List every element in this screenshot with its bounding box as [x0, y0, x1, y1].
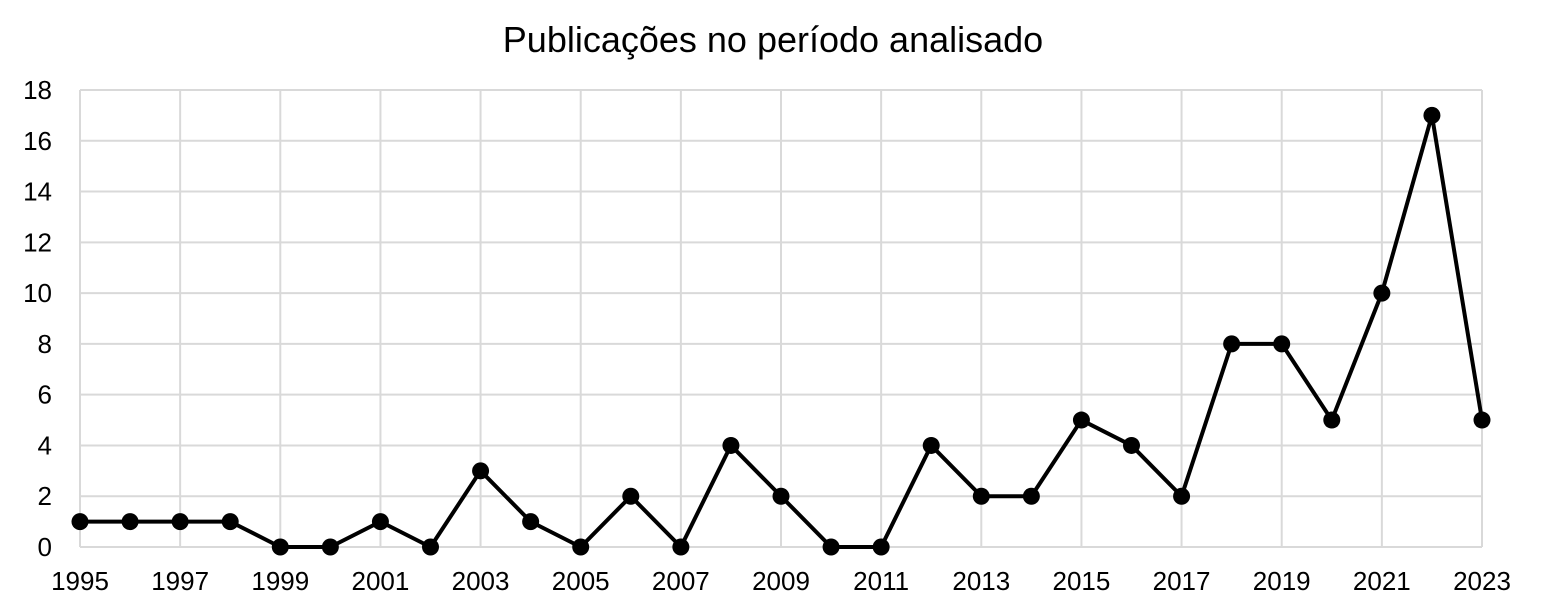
- x-tick-label: 2011: [853, 566, 909, 596]
- x-tick-label: 2003: [452, 566, 510, 596]
- data-point-2020: [1323, 411, 1341, 429]
- data-point-2010: [822, 538, 840, 556]
- data-point-2018: [1223, 335, 1241, 353]
- y-tick-label: 14: [23, 177, 52, 207]
- data-point-2015: [1072, 411, 1090, 429]
- data-point-2001: [371, 513, 389, 531]
- data-point-2004: [522, 513, 540, 531]
- y-tick-label: 10: [23, 278, 52, 308]
- y-tick-label: 0: [38, 532, 52, 562]
- data-point-2017: [1173, 487, 1191, 505]
- data-point-2008: [722, 436, 740, 454]
- y-tick-label: 4: [38, 430, 52, 460]
- x-tick-label: 2013: [952, 566, 1010, 596]
- x-tick-label: 2019: [1253, 566, 1311, 596]
- x-tick-label: 2007: [652, 566, 710, 596]
- data-points: [71, 106, 1491, 556]
- y-tick-label: 8: [38, 329, 52, 359]
- y-axis-tick-labels: 0 2 4 6 8 10 12 14 16 18: [23, 75, 52, 562]
- data-point-2023: [1473, 411, 1491, 429]
- data-point-2021: [1373, 284, 1391, 302]
- y-tick-label: 12: [23, 227, 52, 257]
- y-tick-label: 16: [23, 126, 52, 156]
- grid-layer: [79, 89, 1483, 548]
- x-tick-label: 1999: [251, 566, 309, 596]
- data-point-1998: [221, 513, 239, 531]
- x-tick-label: 2017: [1153, 566, 1211, 596]
- data-point-2011: [872, 538, 890, 556]
- data-point-2005: [572, 538, 590, 556]
- x-axis-tick-labels: 1995 1997 1999 2001 2003 2005 2007 2009 2011 2013…: [51, 566, 1511, 596]
- data-point-2022: [1423, 106, 1441, 124]
- data-point-2002: [422, 538, 439, 556]
- data-point-2006: [622, 487, 640, 505]
- data-point-2007: [672, 538, 690, 556]
- x-tick-label: 1995: [51, 566, 109, 596]
- x-tick-label: 2009: [752, 566, 810, 596]
- data-point-1999: [271, 538, 289, 556]
- x-tick-label: 2021: [1353, 566, 1411, 596]
- data-point-2013: [972, 487, 990, 505]
- x-tick-label: 2023: [1453, 566, 1511, 596]
- data-point-2000: [321, 538, 339, 556]
- y-tick-label: 18: [23, 75, 52, 105]
- chart-title: Publicações no período analisado: [503, 19, 1043, 60]
- data-point-2009: [772, 487, 790, 505]
- data-point-2019: [1273, 335, 1291, 353]
- x-tick-label: 2015: [1053, 566, 1111, 596]
- data-point-2014: [1022, 487, 1040, 505]
- data-point-1996: [121, 513, 139, 531]
- x-tick-label: 1997: [151, 566, 209, 596]
- x-tick-label: 2005: [552, 566, 610, 596]
- data-point-1995: [71, 513, 89, 531]
- data-point-2016: [1123, 436, 1140, 454]
- y-tick-label: 6: [38, 380, 52, 410]
- y-tick-label: 2: [38, 481, 52, 511]
- data-point-2012: [922, 436, 940, 454]
- x-tick-label: 2001: [352, 566, 410, 596]
- data-point-1997: [171, 513, 189, 531]
- data-point-2003: [472, 462, 490, 480]
